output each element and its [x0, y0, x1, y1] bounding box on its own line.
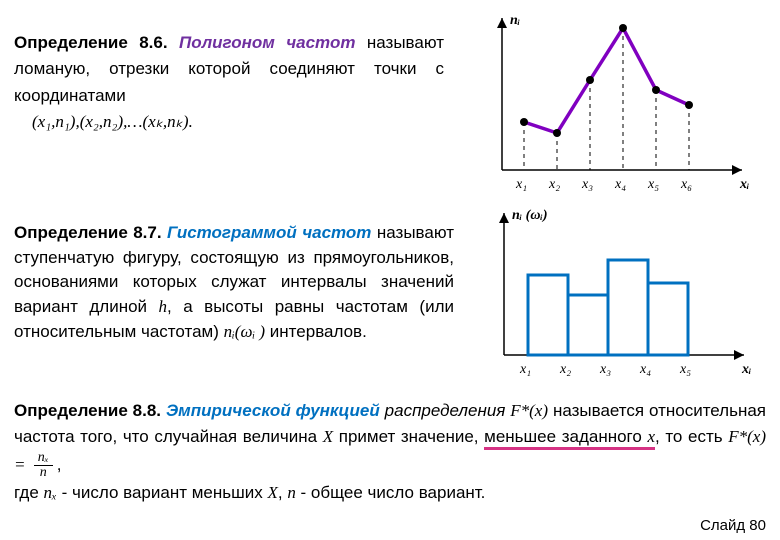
svg-text:x₄: x₄	[614, 177, 626, 192]
svg-text:nᵢ (ωᵢ): nᵢ (ωᵢ)	[512, 208, 547, 223]
def86-label: Определение 8.6.	[14, 33, 168, 52]
svg-text:x₂: x₂	[559, 362, 571, 377]
slide-number: Слайд 80	[700, 517, 766, 534]
svg-text:x₁: x₁	[519, 362, 531, 377]
row-def87: Определение 8.7. Гистограммой частот наз…	[14, 205, 766, 390]
svg-text:xᵢ: xᵢ	[741, 362, 751, 377]
def88-body-b: примет значение,	[339, 427, 484, 446]
polygon-svg: nᵢ xᵢ x₁ x₂ x₃ x₄ x₅ x₆	[462, 10, 762, 200]
polygon-chart: nᵢ xᵢ x₁ x₂ x₃ x₄ x₅ x₆	[462, 10, 762, 205]
def87-label: Определение 8.7.	[14, 223, 162, 242]
svg-text:x₃: x₃	[581, 177, 593, 192]
svg-text:x₅: x₅	[679, 362, 691, 377]
svg-text:x₂: x₂	[548, 177, 560, 192]
row-def86: Определение 8.6. Полигоном частот называ…	[14, 10, 766, 205]
def88-line2-c: ,	[278, 483, 287, 502]
slide: Определение 8.6. Полигоном частот называ…	[0, 0, 780, 540]
def87-term: Гистограммой частот	[167, 223, 371, 242]
histogram-svg: nᵢ (ωᵢ) xᵢ x₁ x₂ x₃ x₄ x₅	[464, 205, 764, 385]
def88-X2: X	[267, 483, 277, 502]
def88-fx: F*(x)	[510, 401, 548, 420]
def88-line2-d: - общее число вариант.	[296, 483, 486, 502]
svg-text:x₆: x₆	[680, 177, 692, 192]
def88-rest-i: распределения	[380, 401, 511, 420]
svg-text:nᵢ: nᵢ	[510, 13, 520, 28]
def88-X: X	[323, 427, 333, 446]
svg-text:x₃: x₃	[599, 362, 611, 377]
def87-ni: nᵢ(ωᵢ )	[224, 322, 265, 341]
def86-term: Полигоном частот	[179, 33, 355, 52]
svg-text:xᵢ: xᵢ	[739, 177, 749, 192]
svg-text:x₁: x₁	[515, 177, 527, 192]
def88-label: Определение 8.8.	[14, 401, 161, 420]
def87-h: h	[159, 297, 168, 316]
definition-8-6: Определение 8.6. Полигоном частот называ…	[14, 10, 444, 135]
def88-n: n	[287, 483, 296, 502]
def86-coords: (x₁,n₁),(x₂,n₂),…(xₖ,nₖ).	[14, 109, 193, 135]
definition-8-8: Определение 8.8. Эмпирической функцией р…	[14, 390, 766, 506]
def88-line2-a: где	[14, 483, 44, 502]
def88-line2-b: - число вариант меньших	[57, 483, 268, 502]
def87-body-c: интервалов.	[265, 322, 367, 341]
def88-fraction: nₓn	[34, 451, 53, 480]
svg-text:x₄: x₄	[639, 362, 651, 377]
svg-text:x₅: x₅	[647, 177, 659, 192]
def88-term: Эмпирической функцией	[166, 401, 380, 420]
def88-body-c: , то есть	[655, 427, 728, 446]
def88-underline: меньшее заданного x	[484, 427, 655, 450]
histogram-chart: nᵢ (ωᵢ) xᵢ x₁ x₂ x₃ x₄ x₅	[464, 205, 764, 390]
def88-nx: nₓ	[44, 483, 57, 502]
definition-8-7: Определение 8.7. Гистограммой частот наз…	[14, 205, 454, 344]
